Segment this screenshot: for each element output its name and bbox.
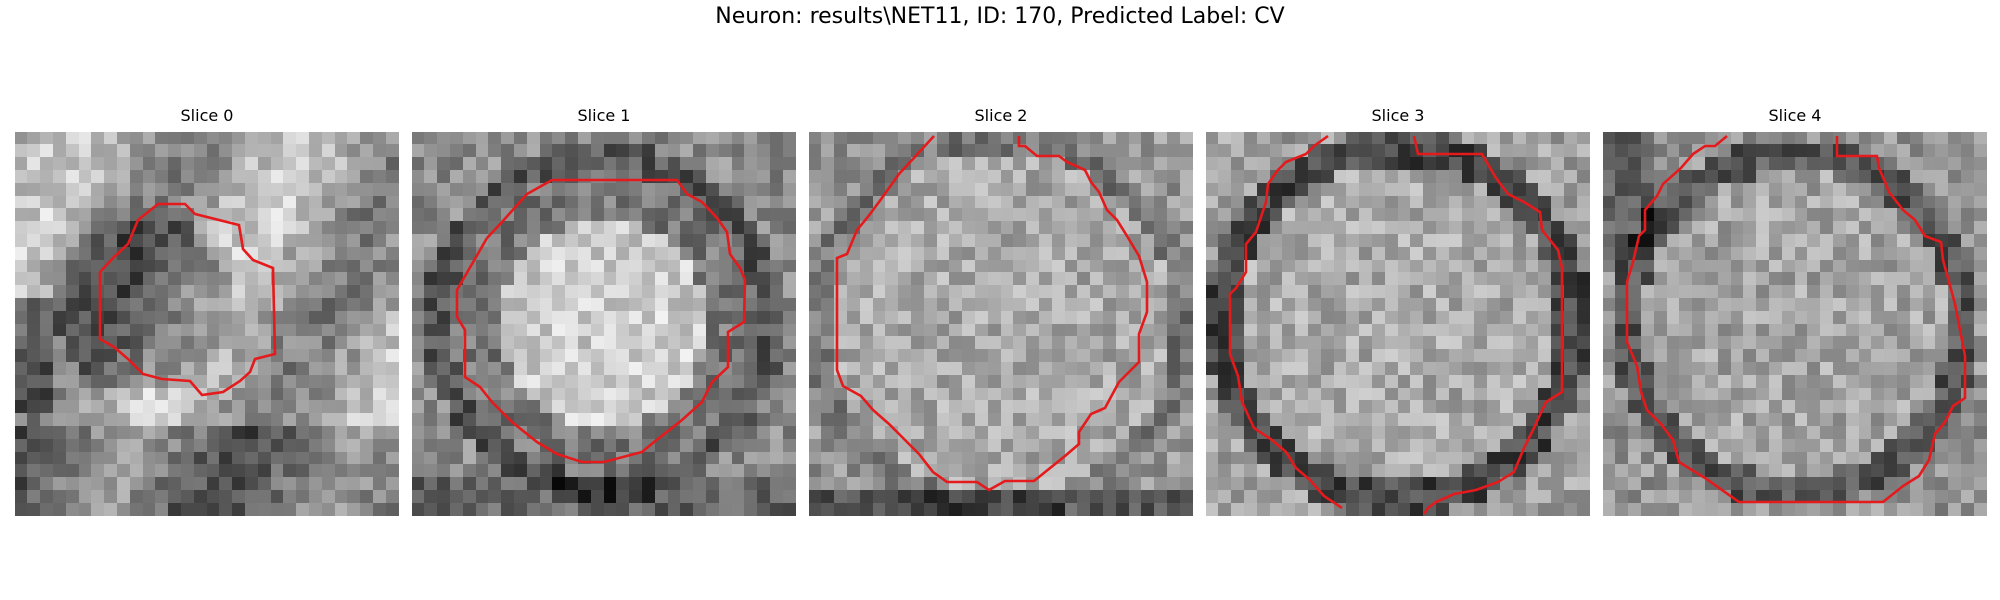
slice-panel-2: Slice 2: [809, 106, 1193, 516]
slice-title: Slice 2: [974, 106, 1028, 125]
slice-panel-0: Slice 0: [15, 106, 399, 516]
slice-image: [15, 132, 399, 516]
slice-title: Slice 4: [1768, 106, 1822, 125]
slice-title: Slice 3: [1371, 106, 1425, 125]
slice-title: Slice 1: [577, 106, 631, 125]
slice-image: [1206, 132, 1590, 516]
slice-panel-1: Slice 1: [412, 106, 796, 516]
segmentation-contour: [1625, 135, 1967, 504]
segmentation-contour: [98, 202, 277, 397]
slice-panel-4: Slice 4: [1603, 106, 1987, 516]
segmentation-contour: [1228, 134, 1564, 515]
slice-panel-3: Slice 3: [1206, 106, 1590, 516]
segmentation-contour: [835, 135, 1149, 492]
slice-title: Slice 0: [180, 106, 234, 125]
slice-image: [412, 132, 796, 516]
segmentation-contour: [455, 178, 747, 464]
figure-title: Neuron: results\NET11, ID: 170, Predicte…: [715, 4, 1285, 29]
slice-image: [809, 132, 1193, 516]
slice-image: [1603, 132, 1987, 516]
